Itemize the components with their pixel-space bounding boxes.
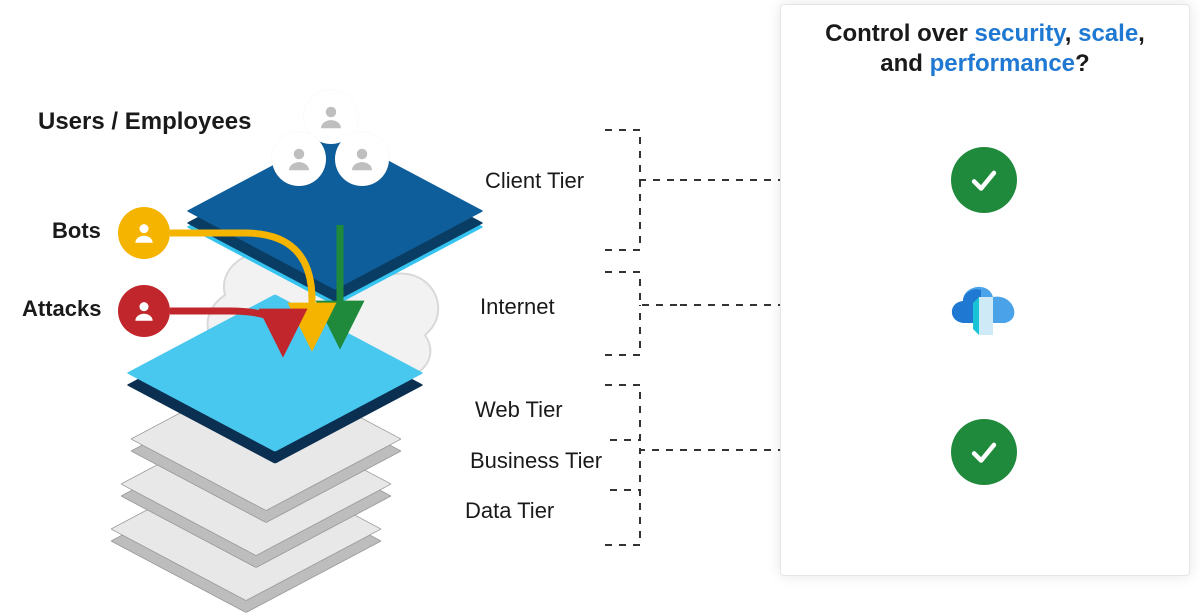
control-panel: Control over security, scale, and perfor…: [780, 4, 1190, 576]
data-tier-label: Data Tier: [465, 498, 554, 524]
status-check-client: [951, 147, 1017, 213]
diagram-canvas: Users / Employees Bots Attacks Client Ti…: [0, 0, 1200, 581]
internet-label: Internet: [480, 294, 555, 320]
internet-slab: [170, 280, 450, 420]
status-check-lower: [951, 419, 1017, 485]
panel-title-sep1: ,: [1065, 20, 1078, 47]
panel-title-security: security: [974, 20, 1064, 47]
bots-label: Bots: [52, 218, 101, 244]
panel-title-scale: scale: [1078, 20, 1138, 47]
panel-title-line2-pre: and: [880, 50, 929, 77]
client-tier-label: Client Tier: [485, 168, 584, 194]
web-tier-label: Web Tier: [475, 397, 563, 423]
attacks-label: Attacks: [22, 296, 101, 322]
panel-title-performance: performance: [930, 50, 1075, 77]
bots-actor-icon: [118, 207, 170, 259]
user-icon: [335, 132, 389, 186]
panel-title-sep2: ,: [1138, 20, 1145, 47]
user-icon: [272, 132, 326, 186]
azure-front-door-icon: [943, 273, 1023, 341]
panel-title-pre: Control over: [825, 20, 974, 47]
panel-title-post: ?: [1075, 50, 1090, 77]
business-tier-label: Business Tier: [470, 448, 602, 474]
users-employees-label: Users / Employees: [38, 108, 251, 136]
attacks-actor-icon: [118, 285, 170, 337]
panel-title: Control over security, scale, and perfor…: [781, 5, 1189, 79]
